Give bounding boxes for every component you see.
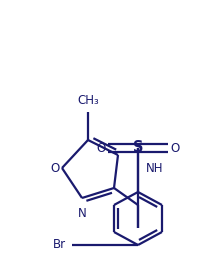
Text: Br: Br — [53, 238, 66, 251]
Text: O: O — [96, 142, 105, 155]
Text: CH₃: CH₃ — [77, 94, 98, 107]
Text: O: O — [170, 142, 179, 155]
Text: N: N — [77, 207, 86, 220]
Text: NH: NH — [145, 161, 163, 174]
Text: S: S — [132, 140, 143, 155]
Text: O: O — [50, 161, 59, 174]
